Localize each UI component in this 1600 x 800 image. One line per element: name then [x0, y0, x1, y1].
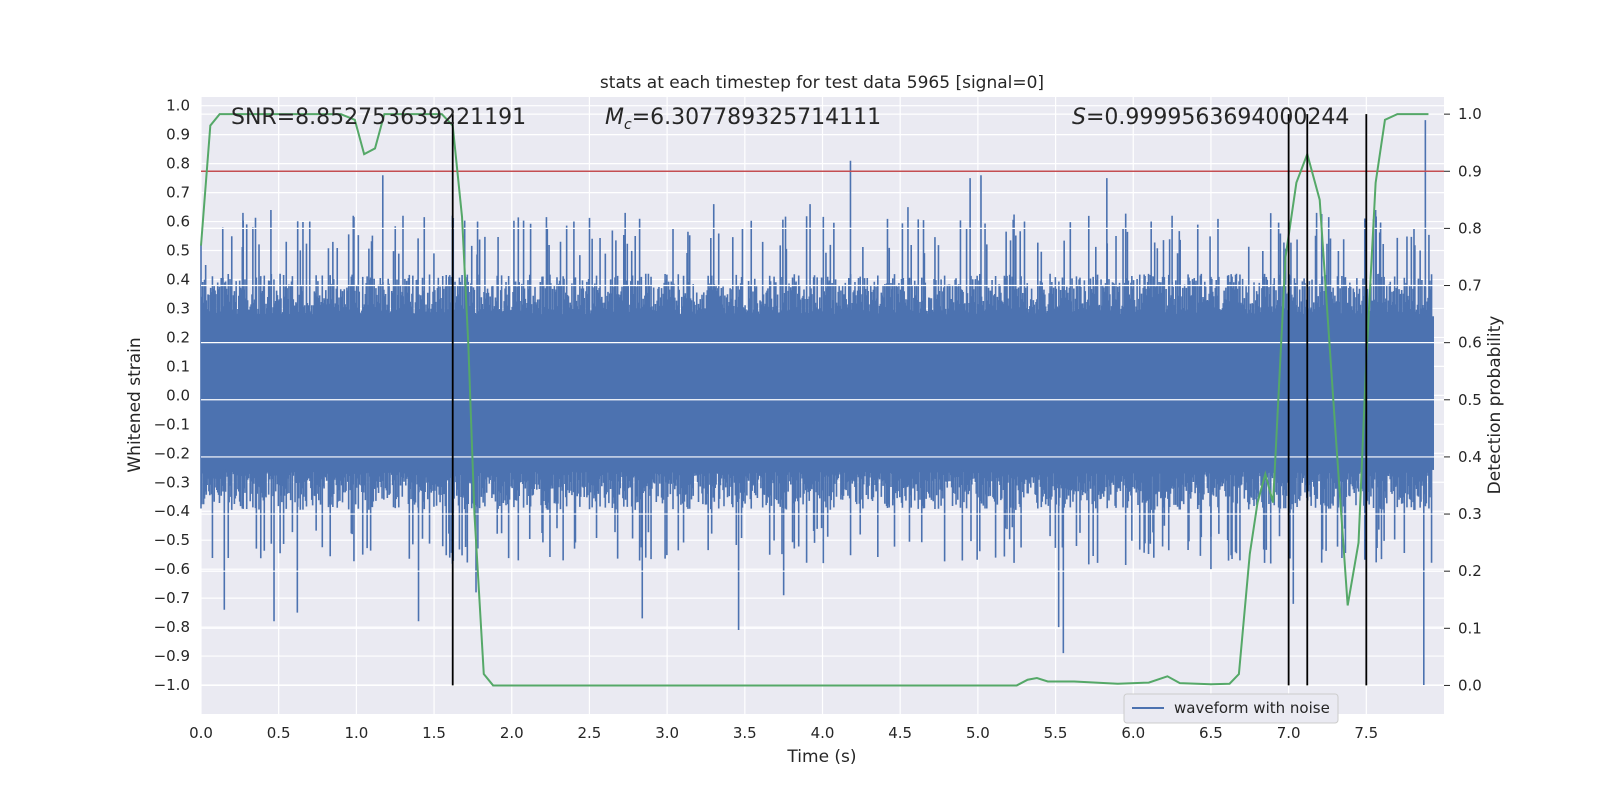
- y-tick-label-right: 0.3: [1458, 505, 1482, 523]
- x-tick-label: 1.5: [422, 724, 446, 742]
- y-tick-label-left: 0.2: [166, 328, 190, 346]
- y-tick-label-right: 0.1: [1458, 619, 1482, 637]
- waveform-with-noise-series: [200, 120, 1444, 686]
- y-tick-label-left: 0.6: [166, 213, 190, 231]
- x-tick-label: 4.0: [811, 724, 835, 742]
- x-tick-label: 7.0: [1277, 724, 1301, 742]
- s-value: =0.9999563694000244: [1086, 105, 1349, 130]
- y-tick-label-left: 0.1: [166, 357, 190, 375]
- detection-probability-line: [200, 113, 1429, 687]
- y-tick-label-right: 0.9: [1458, 162, 1482, 180]
- y-tick-label-right: 0.0: [1458, 676, 1482, 694]
- y-tick-label-left: −0.9: [154, 647, 190, 665]
- y-tick-labels-right: 1.0 0.9 0.8 0.7 0.6 0.5 0.4 0.3 0.2 0.1 0.0: [1458, 105, 1482, 694]
- y-tick-label-left: −0.2: [154, 444, 190, 462]
- x-tick-label: 3.0: [655, 724, 679, 742]
- x-tick-label: 1.0: [344, 724, 368, 742]
- mc-value: =6.307789325714111: [632, 105, 881, 130]
- x-axis-label: Time (s): [786, 747, 856, 767]
- mc-annotation: Mc=6.307789325714111: [605, 105, 881, 133]
- y-tick-label-right: 0.5: [1458, 391, 1482, 409]
- y-tick-label-right: 0.8: [1458, 219, 1482, 237]
- y-tick-label-right: 0.7: [1458, 277, 1482, 295]
- snr-annotation: SNR=8.852753639221191: [231, 105, 526, 130]
- y-tick-label-left: 0.5: [166, 242, 190, 260]
- s-annotation: S=0.9999563694000244: [1072, 105, 1349, 130]
- x-tick-label: 0.0: [189, 724, 213, 742]
- y-tick-label-left: −0.4: [154, 502, 190, 520]
- legend: waveform with noise: [1123, 693, 1339, 724]
- x-tick-label: 2.0: [500, 724, 524, 742]
- legend-label-waveform: waveform with noise: [1174, 699, 1330, 717]
- y-tick-label-left: 0.8: [166, 155, 190, 173]
- x-tick-label: 5.0: [966, 724, 990, 742]
- chart-title: stats at each timestep for test data 596…: [600, 73, 1044, 93]
- y-tick-label-left: 0.0: [166, 386, 190, 404]
- y-tick-label-left: −0.5: [154, 531, 190, 549]
- x-tick-label: 0.5: [267, 724, 291, 742]
- y-tick-label-left: −0.6: [154, 560, 190, 578]
- y-tick-label-left: −0.1: [154, 415, 190, 433]
- waveform-noise-core: [201, 316, 1434, 470]
- y-axis-label-left: Whitened strain: [125, 337, 145, 472]
- y-tick-label-right: 0.4: [1458, 448, 1482, 466]
- y-tick-label-left: 0.7: [166, 184, 190, 202]
- y-tick-label-left: 0.3: [166, 299, 190, 317]
- mc-subscript: c: [624, 117, 632, 133]
- x-tick-label: 2.5: [578, 724, 602, 742]
- x-tick-label: 7.5: [1354, 724, 1378, 742]
- y-tick-label-left: −0.3: [154, 473, 190, 491]
- s-symbol: S: [1072, 105, 1086, 130]
- y-axis-label-right: Detection probability: [1485, 316, 1505, 495]
- detection-vertical-lines: [451, 114, 1368, 686]
- x-tick-label: 3.5: [733, 724, 757, 742]
- x-tick-label: 5.5: [1044, 724, 1068, 742]
- x-tick-labels: 0.0 0.5 1.0 1.5 2.0 2.5 3.0 3.5 4.0 4.5 5.0 5.5 6.0 6…: [189, 724, 1378, 742]
- y-tick-label-right: 0.2: [1458, 562, 1482, 580]
- y-tick-label-right: 0.6: [1458, 334, 1482, 352]
- y-tick-label-left: 0.9: [166, 126, 190, 144]
- y-tick-labels-left: 1.0 0.9 0.8 0.7 0.6 0.5 0.4 0.3 0.2 0.1 0.0 −0.1 −0.…: [154, 97, 190, 694]
- y-tick-label-left: −0.7: [154, 589, 190, 607]
- x-tick-label: 6.0: [1121, 724, 1145, 742]
- x-tick-label: 4.5: [888, 724, 912, 742]
- y-tick-label-left: 0.4: [166, 270, 190, 288]
- x-tick-label: 6.5: [1199, 724, 1223, 742]
- y-tick-label-left: 1.0: [166, 97, 190, 115]
- legend-box: [1123, 693, 1339, 724]
- y-tick-label-left: −0.8: [154, 618, 190, 636]
- mc-symbol: M: [605, 105, 624, 130]
- y-tick-label-left: −1.0: [154, 676, 190, 694]
- y-tick-label-right: 1.0: [1458, 105, 1482, 123]
